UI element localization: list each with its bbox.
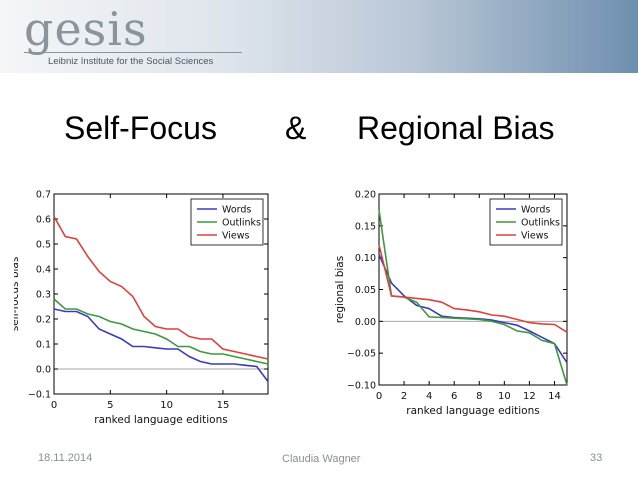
y-tick-label: 0.7 xyxy=(36,190,51,201)
y-tick-label: 0.3 xyxy=(36,290,51,301)
logo-divider xyxy=(24,52,242,53)
y-tick-label: 0.05 xyxy=(355,285,376,296)
y-tick-label: 0.5 xyxy=(36,240,51,251)
series-line-words xyxy=(53,308,269,382)
y-tick-label: 0.00 xyxy=(355,317,376,328)
x-tick-label: 0 xyxy=(51,400,57,411)
x-tick-label: 12 xyxy=(523,391,536,402)
y-tick-label: 0.1 xyxy=(36,340,51,351)
x-tick-label: 5 xyxy=(107,400,113,411)
y-tick-label: 0.2 xyxy=(36,315,51,326)
y-axis-label: regional bias xyxy=(334,256,346,323)
y-tick-label: 0.4 xyxy=(36,265,51,276)
series-line-outlinks xyxy=(378,209,568,386)
y-tick-label: 0.10 xyxy=(355,253,376,264)
logo-wordmark: gesis xyxy=(24,2,148,56)
x-tick-label: 8 xyxy=(476,391,482,402)
y-tick-label: −0.05 xyxy=(347,349,376,360)
slide-title-left: Self-Focus xyxy=(64,110,217,146)
y-tick-label: 0.6 xyxy=(36,215,51,226)
legend-label-views: Views xyxy=(222,231,250,242)
footer-page-number: 33 xyxy=(590,452,603,464)
x-tick-label: 2 xyxy=(401,391,407,402)
x-tick-label: 10 xyxy=(160,400,173,411)
x-tick-label: 6 xyxy=(451,391,457,402)
legend-label-outlinks: Outlinks xyxy=(222,218,261,229)
slide-title-ampersand: & xyxy=(285,110,307,146)
y-tick-label: 0.0 xyxy=(36,365,51,376)
series-line-views xyxy=(378,244,568,333)
x-tick-label: 14 xyxy=(548,391,561,402)
x-tick-label: 0 xyxy=(376,391,382,402)
legend-label-outlinks: Outlinks xyxy=(521,218,560,229)
x-axis-label: ranked language editions xyxy=(406,405,539,417)
series-line-views xyxy=(53,216,269,360)
legend-label-words: Words xyxy=(521,205,550,216)
y-axis-label: self-focus bias xyxy=(14,257,21,332)
header-banner: gesis Leibniz Institute for the Social S… xyxy=(0,0,638,73)
legend-label-words: Words xyxy=(222,205,251,216)
y-tick-label: −0.1 xyxy=(28,390,51,401)
footer-author: Claudia Wagner xyxy=(282,453,361,465)
regional-bias-chart: −0.10 −0.05 0.00 0.05 0.10 0.15 0.20 0 2 4 6 8 10 12 1… xyxy=(334,190,568,417)
y-tick-label: 0.20 xyxy=(355,190,376,201)
y-tick-label: −0.10 xyxy=(347,381,376,392)
y-tick-label: 0.15 xyxy=(355,221,376,232)
self-focus-chart: −0.1 0.0 0.1 0.2 0.3 0.4 0.5 0.6 0.7 0 5 10 15 ranked… xyxy=(14,190,269,426)
legend-box xyxy=(489,198,563,246)
series-line-outlinks xyxy=(53,298,269,365)
legend-label-views: Views xyxy=(521,231,549,242)
slide-title-right: Regional Bias xyxy=(357,110,555,146)
x-tick-label: 10 xyxy=(498,391,511,402)
x-tick-label: 4 xyxy=(426,391,432,402)
footer-date: 18.11.2014 xyxy=(38,452,93,464)
logo-tagline: Leibniz Institute for the Social Science… xyxy=(48,56,214,67)
x-axis-label: ranked language editions xyxy=(94,414,227,426)
x-tick-label: 15 xyxy=(217,400,230,411)
